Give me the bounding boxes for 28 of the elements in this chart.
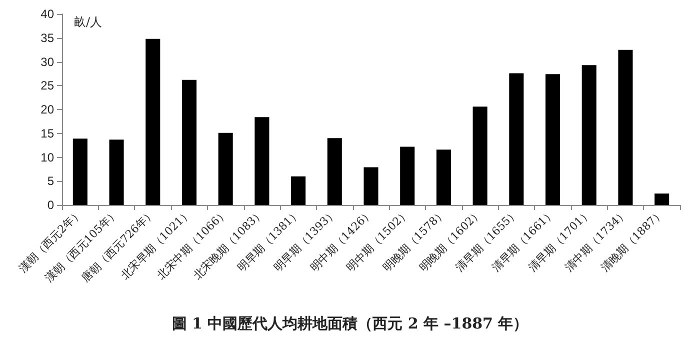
- bar: [364, 167, 378, 205]
- bar: [218, 132, 233, 205]
- y-tick-label: 10: [40, 150, 54, 164]
- bar: [291, 176, 306, 205]
- bar: [182, 80, 197, 205]
- bar: [109, 140, 124, 205]
- bar: [72, 138, 88, 205]
- y-tick-label: 0: [47, 198, 54, 212]
- bar: [582, 65, 596, 205]
- bar: [436, 150, 451, 205]
- bar: [654, 194, 670, 205]
- bar: [509, 73, 524, 205]
- bar: [400, 146, 415, 205]
- y-tick-label: 5: [47, 174, 54, 188]
- y-tick-label: 40: [40, 7, 54, 21]
- bar: [327, 138, 342, 205]
- bar: [146, 38, 160, 205]
- y-tick-label: 20: [40, 102, 54, 116]
- bar: [618, 50, 633, 205]
- bar: [545, 74, 560, 205]
- y-tick-label: 35: [40, 30, 54, 45]
- bar: [254, 117, 270, 205]
- y-axis-title: 畝/人: [74, 15, 102, 29]
- y-tick-label: 25: [40, 78, 54, 93]
- y-tick-label: 30: [40, 54, 54, 69]
- text: 圖 1 中國歷代人均耕地面積（西元 2 年 –1887 年）: [172, 314, 528, 332]
- bar: [472, 106, 488, 205]
- y-tick-label: 15: [40, 126, 54, 140]
